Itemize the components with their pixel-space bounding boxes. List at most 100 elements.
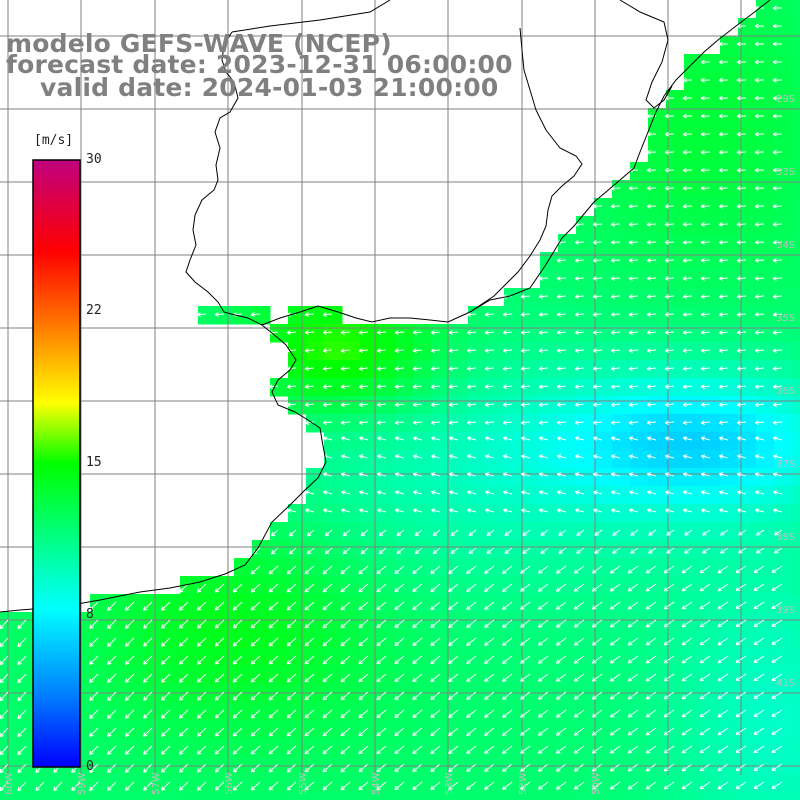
wind-vector-arrow [610,312,621,317]
wind-speed-cell [738,522,757,541]
wind-speed-cell [630,468,649,487]
wind-vector-arrow [754,454,765,459]
wind-speed-cell [738,324,757,343]
wind-speed-cell [450,756,469,775]
wind-speed-cell [450,540,469,559]
wind-vector-arrow [268,565,279,575]
wind-vector-arrow [610,490,621,495]
wind-vector-arrow [35,781,45,792]
wind-vector-arrow [627,745,639,754]
wind-vector-arrow [573,673,585,682]
wind-speed-cell [270,540,289,559]
wind-vector-arrow [738,529,747,536]
wind-vector-arrow [360,547,369,555]
wind-speed-cell [108,612,127,631]
wind-speed-cell [648,576,667,595]
wind-vector-arrow [232,583,243,593]
wind-vector-arrow [574,490,585,495]
wind-speed-cell [414,612,433,631]
wind-speed-cell [612,792,631,800]
wind-speed-cell [756,432,775,451]
wind-speed-cell [702,774,721,793]
wind-vector-arrow [558,529,567,536]
wind-vector-arrow [502,312,513,317]
wind-vector-arrow [394,420,405,426]
wind-vector-arrow [394,366,405,371]
wind-vector-arrow [646,472,657,477]
wind-vector-arrow [448,763,459,773]
wind-speed-cell [720,234,739,253]
wind-vector-arrow [250,565,261,575]
wind-vector-arrow [753,691,765,700]
wind-vector-arrow [700,454,711,459]
wind-speed-cell [774,162,793,181]
wind-speed-cell [774,792,793,800]
wind-vector-arrow [772,240,783,245]
wind-speed-cell [162,648,181,667]
wind-speed-cell [234,774,253,793]
wind-speed-cell [324,306,343,325]
wind-speed-cell [756,234,775,253]
wind-vector-arrow [378,547,387,555]
wind-speed-cell [450,360,469,379]
wind-vector-arrow [537,727,549,736]
wind-vector-arrow [753,583,765,592]
wind-speed-cell [18,630,37,649]
wind-speed-cell [288,396,307,415]
wind-vector-arrow [412,490,423,495]
wind-vector-arrow [378,529,387,537]
wind-speed-cell [90,702,109,721]
map-title-model: modelo GEFS-WAVE (NCEP) [6,29,392,58]
wind-vector-arrow [430,655,441,665]
wind-speed-cell [558,306,577,325]
wind-vector-arrow [214,709,225,719]
wind-vector-arrow [250,655,261,665]
wind-speed-cell [666,360,685,379]
wind-speed-cell [468,612,487,631]
wind-vector-arrow [700,77,711,83]
wind-speed-cell [432,612,451,631]
wind-vector-arrow [412,781,423,791]
wind-vector-arrow [322,655,333,665]
wind-speed-cell [792,360,800,379]
wind-speed-cell [702,234,721,253]
wind-vector-arrow [250,673,261,683]
wind-vector-arrow [754,77,765,83]
wind-speed-cell [468,594,487,613]
wind-vector-arrow [466,384,477,389]
wind-speed-cell [432,414,451,433]
wind-speed-cell [666,504,685,523]
wind-vector-arrow [699,763,711,772]
wind-vector-arrow [736,167,747,173]
wind-vector-arrow [772,294,783,299]
wind-speed-cell [540,504,559,523]
wind-vector-arrow [735,763,747,772]
wind-speed-cell [522,378,541,397]
wind-speed-cell [648,252,667,271]
wind-speed-cell [306,342,325,361]
wind-speed-cell [486,360,505,379]
wind-speed-cell [486,648,505,667]
wind-vector-arrow [573,619,585,628]
wind-speed-cell [198,702,217,721]
colorbar-unit-label: [m/s] [34,133,74,148]
wind-vector-arrow [663,673,675,682]
wind-speed-cell [414,432,433,451]
wind-speed-cell [684,792,703,800]
wind-speed-cell [522,396,541,415]
wind-speed-cell [504,720,523,739]
wind-vector-arrow [466,490,477,495]
wind-vector-arrow [268,655,279,665]
wind-vector-arrow [681,601,693,610]
wind-speed-cell [396,612,415,631]
wind-speed-cell [432,486,451,505]
wind-vector-arrow [17,673,27,684]
wind-speed-cell [792,774,800,793]
wind-speed-cell [684,324,703,343]
wind-speed-cell [342,504,361,523]
wind-speed-cell [396,522,415,541]
wind-vector-arrow [735,601,747,610]
wind-vector-arrow [736,95,747,101]
wind-vector-arrow [736,185,747,191]
